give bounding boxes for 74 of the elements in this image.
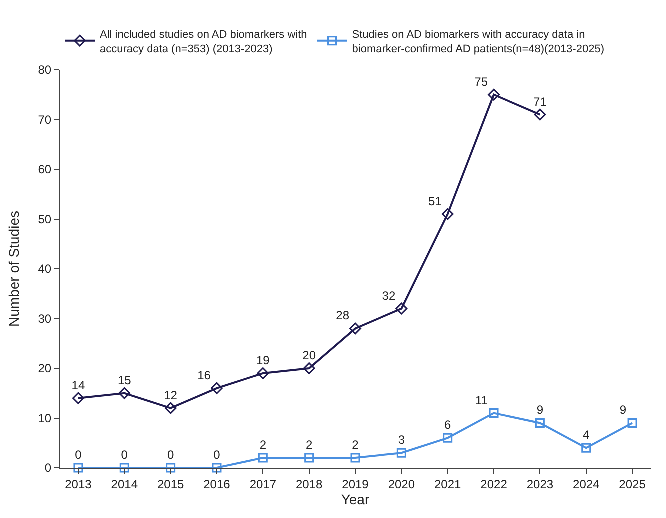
data-label: 15 — [118, 373, 132, 388]
x-tick-label: 2017 — [250, 477, 277, 492]
data-label: 75 — [474, 74, 488, 89]
point — [442, 208, 454, 220]
data-label: 16 — [198, 368, 212, 382]
data-label: 6 — [444, 418, 452, 432]
y-tick-label: 0 — [44, 461, 52, 476]
point — [303, 362, 316, 374]
point — [257, 368, 270, 380]
data-label: 51 — [428, 194, 442, 208]
x-tick-label: 2023 — [526, 477, 554, 492]
x-tick-label: 2021 — [434, 477, 462, 492]
y-tick-label: 10 — [38, 411, 52, 426]
y-tick-label: 60 — [38, 162, 52, 177]
point — [166, 463, 176, 473]
point — [120, 463, 130, 473]
point — [72, 392, 84, 404]
y-tick-label: 70 — [38, 112, 52, 127]
data-label: 4 — [583, 428, 590, 442]
point — [258, 453, 268, 463]
data-label: 0 — [121, 448, 128, 462]
point — [304, 453, 314, 463]
point — [489, 408, 499, 418]
data-label: 28 — [336, 308, 350, 323]
x-tick-label: 2020 — [388, 477, 416, 492]
y-tick-label: 40 — [38, 262, 52, 276]
y-tick-label: 30 — [38, 312, 52, 326]
legend-label: Studies on AD biomarkers with accuracy data in biomarker-confirmed AD patients(n=48)(2013-2025) — [352, 28, 604, 56]
data-label: 0 — [214, 448, 221, 462]
data-label: 0 — [167, 448, 174, 462]
x-tick-label: 2018 — [296, 477, 323, 492]
x-tick-label: 2016 — [204, 477, 231, 492]
point — [535, 418, 545, 428]
point — [212, 463, 222, 473]
point — [396, 448, 406, 458]
data-label: 2 — [260, 438, 267, 452]
data-label: 32 — [382, 288, 396, 303]
x-tick-label: 2019 — [342, 477, 370, 492]
data-label: 11 — [476, 393, 488, 408]
x-tick-label: 2022 — [480, 477, 508, 492]
y-tick-label: 80 — [38, 63, 52, 78]
point — [350, 453, 360, 463]
y-tick-label: 50 — [38, 212, 52, 226]
x-tick-label: 2015 — [157, 477, 184, 492]
data-label: 2 — [352, 438, 360, 452]
point — [211, 382, 223, 394]
point — [118, 387, 131, 400]
data-label: 71 — [534, 94, 548, 109]
data-label: 14 — [72, 378, 86, 392]
point — [582, 443, 592, 453]
point — [488, 88, 500, 101]
x-tick-label: 2013 — [65, 477, 92, 492]
point — [74, 463, 84, 473]
legend-label: All included studies on AD biomarkers with accuracy data (n=353) (2013-2023) — [100, 28, 308, 56]
point — [628, 418, 638, 428]
data-label: 9 — [536, 403, 544, 418]
data-label: 0 — [75, 448, 82, 462]
x-axis-title: Year — [341, 492, 370, 508]
data-label: 3 — [398, 433, 406, 448]
point — [396, 302, 408, 315]
data-label: 20 — [302, 348, 316, 362]
data-label: 19 — [256, 353, 270, 368]
y-tick-label: 20 — [38, 362, 52, 376]
point — [350, 322, 362, 335]
x-tick-label: 2014 — [111, 477, 138, 492]
point — [164, 402, 177, 414]
x-tick-label: 2025 — [619, 477, 646, 492]
x-tick-label: 2024 — [573, 477, 600, 492]
data-label: 2 — [306, 438, 313, 452]
point — [443, 433, 453, 443]
y-axis-title: Number of Studies — [6, 211, 22, 327]
data-label: 9 — [620, 403, 627, 418]
point — [534, 108, 546, 121]
data-label: 12 — [164, 388, 178, 402]
